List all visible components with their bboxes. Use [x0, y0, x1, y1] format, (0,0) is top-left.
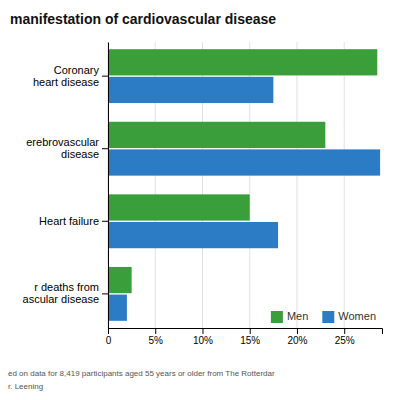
tick-mark — [102, 221, 108, 222]
chart: manifestation of cardiovascular disease 0… — [0, 0, 400, 400]
tick-label: Coronaryheart disease — [33, 64, 100, 88]
legend-swatch — [271, 311, 283, 323]
tick-mark — [202, 328, 203, 334]
tick-label: r deaths fromascular disease — [23, 281, 99, 305]
y-axis: Coronaryheart disease erebrovascular dise… — [23, 43, 109, 329]
tick-label-line: ascular disease — [23, 293, 99, 305]
tick-mark — [102, 148, 108, 149]
bar — [108, 149, 380, 175]
tick: r deaths fromascular disease — [23, 281, 108, 305]
tick-label: Heart failure — [39, 215, 99, 227]
tick-mark — [102, 76, 108, 77]
tick-mark — [102, 293, 108, 294]
legend-swatch — [322, 311, 334, 323]
tick-label: 10% — [193, 335, 213, 346]
tick: 15% — [240, 328, 260, 346]
tick-label-line: heart disease — [33, 76, 99, 88]
footnote: ed on data for 8,419 participants aged 5… — [8, 369, 275, 378]
bar — [108, 49, 377, 75]
tick: 5% — [149, 328, 164, 346]
bars — [108, 49, 380, 321]
legend-item: Men — [271, 310, 308, 323]
footnotes: ed on data for 8,419 participants aged 5… — [8, 369, 275, 391]
legend-label: Women — [338, 310, 376, 322]
tick: 10% — [193, 328, 213, 346]
grid — [108, 42, 344, 328]
tick-label: 0 — [106, 335, 112, 346]
axis-line — [108, 43, 109, 329]
tick-mark — [297, 328, 298, 334]
footnote: r. Leening — [8, 382, 43, 391]
grid-line — [344, 42, 345, 328]
tick: 20% — [287, 328, 307, 346]
tick: 25% — [335, 328, 355, 346]
tick-label: 20% — [287, 335, 307, 346]
tick-label-line: Heart failure — [39, 215, 99, 227]
tick: Coronaryheart disease — [33, 64, 108, 88]
legend-label: Men — [287, 310, 308, 322]
bar — [108, 122, 325, 148]
bar — [108, 267, 132, 293]
tick-label: 25% — [335, 335, 355, 346]
legend-item: Women — [322, 310, 376, 323]
tick-label-line: Coronary — [54, 64, 100, 76]
axis-line — [109, 329, 383, 335]
tick-mark — [108, 328, 109, 334]
tick-mark — [344, 328, 345, 334]
tick-label-line: erebrovascular — [26, 136, 99, 148]
x-axis: 0 5% 10% 15% 20% 25% — [106, 328, 383, 346]
tick-label: 5% — [149, 335, 164, 346]
tick-label-line: r deaths from — [34, 281, 99, 293]
tick: 0 — [106, 328, 112, 346]
tick: erebrovascular disease — [26, 136, 108, 160]
series — [108, 77, 380, 321]
bar — [108, 77, 273, 103]
tick-label-line: disease — [49, 148, 99, 160]
bar — [108, 295, 127, 321]
grid-line — [108, 42, 109, 328]
legend: Men Women — [271, 310, 376, 323]
tick-mark — [250, 328, 251, 334]
tick-label: 15% — [240, 335, 260, 346]
tick: Heart failure — [39, 215, 108, 227]
grid-line — [296, 42, 297, 328]
bar — [108, 194, 250, 220]
plot: 0 5% 10% 15% 20% 25% Coronaryheart disease ereb… — [23, 42, 383, 346]
bar — [108, 222, 278, 248]
tick-label: erebrovascular disease — [26, 136, 99, 160]
title: manifestation of cardiovascular disease — [10, 11, 276, 27]
tick-mark — [155, 328, 156, 334]
